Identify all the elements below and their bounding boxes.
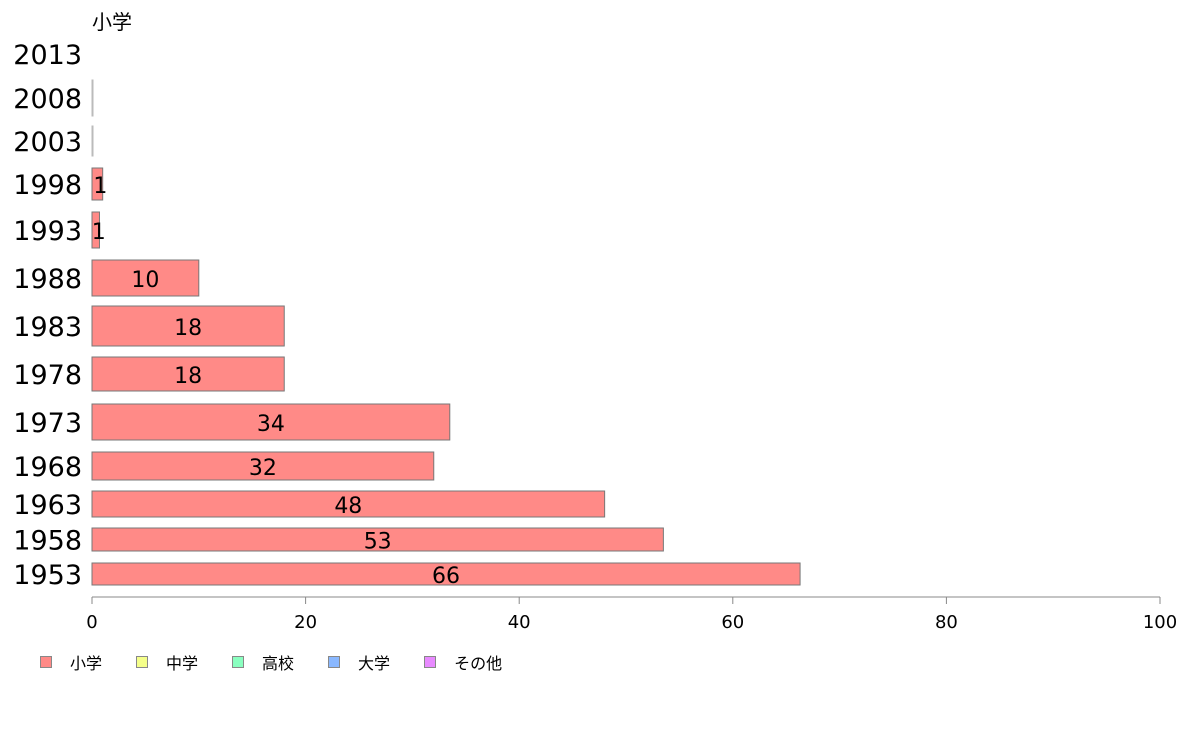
y-tick-label: 1968 [13,452,82,483]
legend-swatch [328,656,341,668]
legend: 小学 中学 高校 大学 その他 [40,650,536,674]
x-tick-label: 40 [508,612,531,633]
y-tick-label: 1983 [13,312,82,343]
legend-item: 中学 [136,650,198,674]
y-tick-label: 1953 [13,560,82,591]
y-tick-label: 2003 [13,127,82,158]
y-tick-label: 1973 [13,408,82,439]
bar [91,259,200,297]
x-tick-label: 100 [1143,612,1177,633]
legend-swatch [232,656,245,668]
data-label: 34 [257,412,285,437]
data-label: 66 [432,564,460,589]
legend-label: 小学 [70,654,103,673]
legend-swatch [424,656,437,668]
y-tick-label: 2008 [13,84,82,115]
data-label: 48 [334,494,362,519]
bar [91,167,104,201]
y-tick-label: 1963 [13,490,82,521]
chart-subtitle: 小学 [92,10,132,34]
legend-label: その他 [454,654,503,673]
data-label: 1 [93,174,107,199]
x-tick-label: 60 [721,612,744,633]
x-tick-label: 80 [935,612,958,633]
x-tick-label: 20 [294,612,317,633]
data-label: 10 [131,268,159,293]
bar [91,451,435,481]
bar [91,527,664,552]
bar [91,79,94,117]
y-tick-label: 2013 [13,40,82,71]
legend-swatch [136,656,149,668]
y-tick-label: 1993 [13,216,82,247]
y-tick-label: 1998 [13,170,82,201]
bar [91,403,451,441]
legend-label: 高校 [262,654,295,673]
bar [91,125,94,157]
y-tick-label: 1958 [13,526,82,557]
legend-swatch [40,656,52,668]
legend-item: 小学 [40,650,102,674]
data-label: 18 [174,316,202,341]
data-label: 18 [174,364,202,389]
legend-label: 大学 [358,654,391,673]
bar [91,211,100,249]
bar [91,356,285,392]
y-tick-label: 1978 [13,360,82,391]
legend-item: その他 [424,650,502,674]
legend-item: 高校 [232,650,294,674]
bar [91,305,285,347]
legend-item: 大学 [328,650,390,674]
bar [91,562,801,586]
x-tick-label: 0 [86,612,97,633]
bar [91,490,606,518]
bar-chart: 2013 2008 2003 1998 1 1993 1 1988 10 1983 18 1978 18… [13,40,1177,633]
data-label: 32 [249,456,277,481]
data-label: 53 [364,530,392,555]
data-label: 1 [92,220,106,245]
y-tick-label: 1988 [13,264,82,295]
legend-label: 中学 [166,654,199,673]
